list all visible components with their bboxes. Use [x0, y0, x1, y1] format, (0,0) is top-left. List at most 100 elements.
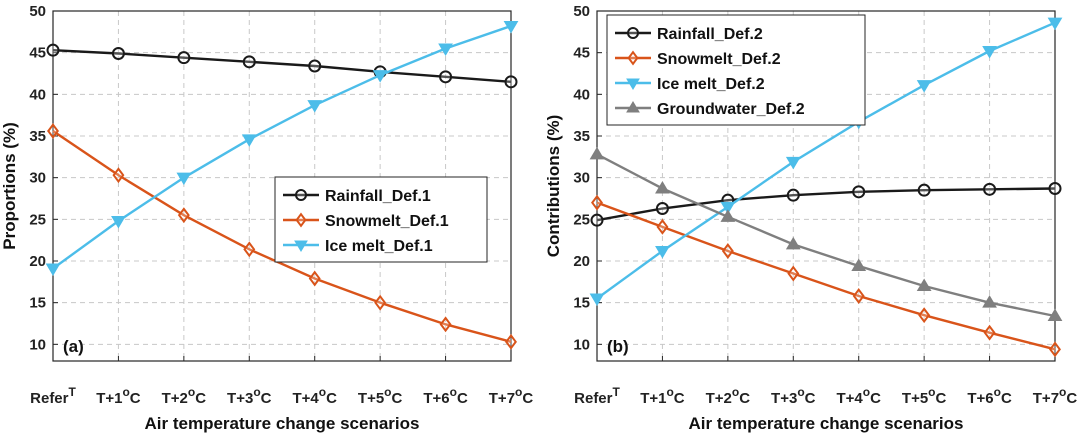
data-point — [785, 156, 801, 170]
y-tick-label: 45 — [573, 45, 590, 62]
x-axis-label: Air temperature change scenarios — [689, 414, 964, 433]
data-point — [720, 209, 736, 222]
data-point — [1048, 182, 1062, 195]
data-point — [916, 80, 932, 93]
legend-label: Rainfall_Def.2 — [657, 26, 763, 43]
data-point — [45, 263, 61, 276]
y-tick-label: 50 — [29, 3, 46, 20]
data-point — [589, 293, 605, 306]
data-point — [982, 46, 997, 59]
data-point — [983, 324, 996, 341]
data-point — [176, 172, 192, 186]
y-tick-label: 15 — [573, 295, 590, 312]
data-point — [503, 21, 519, 34]
legend: Rainfall_Def.1 Snowmelt_Def.1 Ice melt_Def… — [274, 176, 488, 263]
data-point — [917, 183, 931, 197]
axes-frame — [52, 10, 512, 362]
data-point — [918, 307, 931, 324]
series-Rainfall_Def.2 — [590, 182, 1062, 227]
data-point — [307, 100, 323, 113]
data-point — [46, 43, 60, 57]
data-point — [439, 316, 452, 333]
x-tick-label: T+6oC — [423, 385, 468, 407]
series-line — [596, 21, 1056, 300]
y-tick-label: 30 — [573, 170, 590, 187]
data-point — [439, 70, 453, 84]
y-tick-label: 10 — [29, 336, 46, 353]
x-tick-label: T+1oC — [96, 385, 141, 407]
data-point — [655, 246, 670, 259]
panel-label: (a) — [63, 337, 84, 356]
data-point — [112, 167, 125, 184]
series-Snowmelt_Def.2 — [591, 194, 1061, 358]
x-tick-label: T+5oC — [358, 385, 403, 407]
y-tick-label: 35 — [29, 128, 46, 145]
legend-label: Snowmelt_Def.1 — [325, 213, 449, 230]
data-point — [242, 55, 256, 69]
legend-label: Snowmelt_Def.2 — [657, 51, 781, 68]
data-point — [111, 47, 125, 60]
legend-marker — [627, 50, 639, 66]
data-point — [1047, 17, 1063, 31]
y-axis-label: Proportions (%) — [0, 122, 19, 250]
x-tick-label: T+6oC — [967, 385, 1012, 407]
y-tick-label: 45 — [29, 45, 46, 62]
data-point — [243, 241, 256, 258]
series-line — [596, 153, 1056, 318]
series-line — [596, 187, 1056, 222]
data-point — [504, 75, 518, 89]
x-tick-label: T+2oC — [162, 385, 207, 407]
data-point — [590, 213, 604, 227]
data-point — [787, 265, 800, 282]
data-point — [308, 270, 321, 287]
data-point — [852, 185, 866, 199]
data-point — [241, 134, 257, 147]
series-Rainfall_Def.1 — [46, 43, 518, 89]
series-Snowmelt_Def.1 — [47, 123, 517, 350]
data-point — [372, 70, 388, 83]
data-point — [505, 333, 517, 350]
legend-marker — [626, 101, 640, 113]
data-point — [655, 202, 669, 215]
series-line — [52, 130, 512, 343]
x-tick-label: T+1oC — [640, 385, 685, 407]
data-point — [438, 43, 453, 56]
y-tick-label: 15 — [29, 295, 46, 312]
data-point — [720, 201, 736, 215]
series-Groundwater_Def.2 — [589, 146, 1063, 321]
series-line — [596, 201, 1056, 351]
y-tick-label: 25 — [573, 211, 590, 228]
data-point — [982, 295, 997, 308]
x-tick-label: T+2oC — [706, 385, 751, 407]
data-point — [785, 236, 801, 250]
series-line — [52, 24, 512, 270]
data-point — [916, 278, 932, 291]
y-tick-label: 20 — [573, 253, 590, 270]
data-point — [589, 146, 605, 160]
data-point — [47, 123, 59, 139]
x-tick-label: T+3oC — [771, 385, 816, 407]
legend-label: Ice melt_Def.1 — [325, 238, 433, 255]
legend-marker — [627, 27, 639, 39]
y-tick-label: 25 — [29, 211, 46, 228]
x-axis-label: Air temperature change scenarios — [145, 414, 420, 433]
data-point — [374, 294, 387, 311]
x-tick-label: T+5oC — [902, 385, 947, 407]
data-point — [786, 188, 800, 202]
x-tick-label: ReferT — [574, 385, 620, 407]
y-tick-label: 10 — [573, 336, 590, 353]
data-point — [308, 59, 322, 73]
legend-label: Rainfall_Def.1 — [325, 188, 431, 205]
data-point — [111, 216, 126, 229]
data-point — [983, 182, 997, 196]
y-tick-label: 20 — [29, 253, 46, 270]
legend: Rainfall_Def.2 Snowmelt_Def.2 Ice melt_Def… — [606, 14, 866, 126]
data-point — [721, 243, 734, 259]
y-axis-label: Contributions (%) — [544, 115, 563, 258]
axes-frame — [596, 10, 1056, 362]
legend-label: Groundwater_Def.2 — [657, 101, 805, 118]
data-point — [655, 181, 670, 194]
legend-marker — [626, 78, 640, 90]
legend-marker — [294, 240, 308, 252]
data-point — [852, 288, 865, 304]
